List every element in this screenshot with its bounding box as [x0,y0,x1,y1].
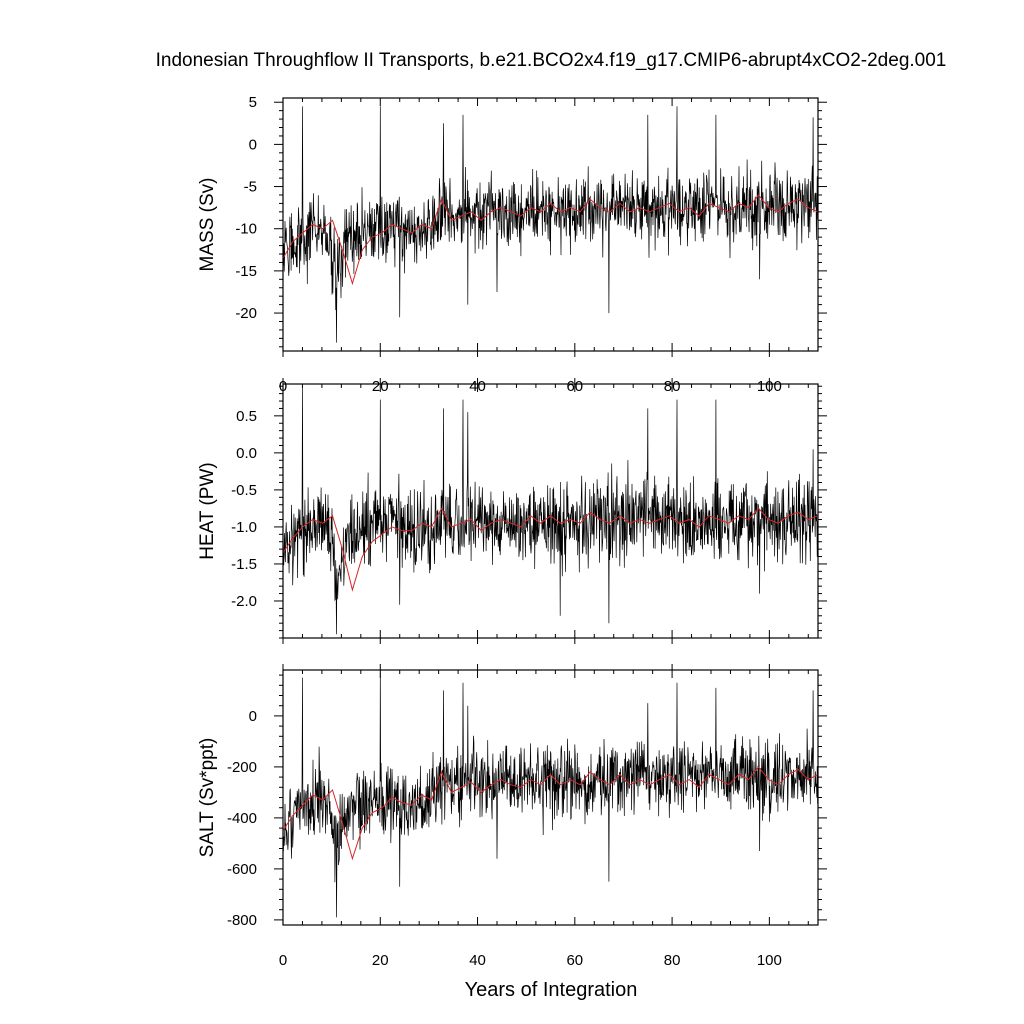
mass-ytick-label: -20 [235,305,257,322]
salt-ytick-label: -400 [227,810,257,827]
salt-panel: 0 20 40 60 80 100 0 -200 -400 -600 -800 SALT (Sv*pp… [197,664,827,969]
salt-xtick-label: 80 [664,952,681,969]
heat-ytick-label: -1.0 [231,519,257,536]
mass-monthly-line [282,106,819,343]
salt-xtick-label: 20 [372,952,389,969]
mass-annual-line [282,194,819,286]
heat-annual-line [282,507,819,592]
panels: 0 20 40 60 80 100 5 0 -5 -10 -15 -20 MASS (Sv) 0.5 0.0… [197,94,827,969]
salt-ytick-label: -800 [227,912,257,929]
mass-ytick-label: -5 [244,179,257,196]
mass-y-axis-label: MASS (Sv) [197,178,218,272]
mass-ytick-label: -10 [235,221,257,238]
x-axis-label: Years of Integration [465,979,638,1001]
salt-xtick-label: 40 [469,952,486,969]
heat-ytick-label: -2.0 [231,593,257,610]
salt-xtick-label: 100 [757,952,782,969]
heat-ytick-label: 0.5 [236,408,257,425]
mass-ytick-label: 0 [249,136,257,153]
heat-ytick-label: -0.5 [231,482,257,499]
salt-xtick-label: 0 [279,952,287,969]
heat-monthly-line [282,386,819,635]
salt-ytick-label: 0 [249,708,257,725]
heat-ytick-label: -1.5 [231,556,257,573]
heat-ytick-label: 0.0 [236,445,257,462]
heat-panel: 0.5 0.0 -0.5 -1.0 -1.5 -2.0 HEAT (PW) [197,378,827,644]
chart-title: Indonesian Throughflow II Transports, b.… [156,50,947,71]
mass-ytick-label: -15 [235,263,257,280]
salt-xtick-label: 60 [566,952,583,969]
salt-ytick-label: -200 [227,759,257,776]
heat-frame [282,383,819,639]
mass-frame [282,97,819,352]
salt-ytick-label: -600 [227,861,257,878]
heat-y-axis-label: HEAT (PW) [197,462,218,559]
salt-annual-line [282,766,819,861]
mass-ytick-label: 5 [249,94,257,111]
salt-y-axis-label: SALT (Sv*ppt) [197,738,218,858]
salt-monthly-line [282,672,819,918]
